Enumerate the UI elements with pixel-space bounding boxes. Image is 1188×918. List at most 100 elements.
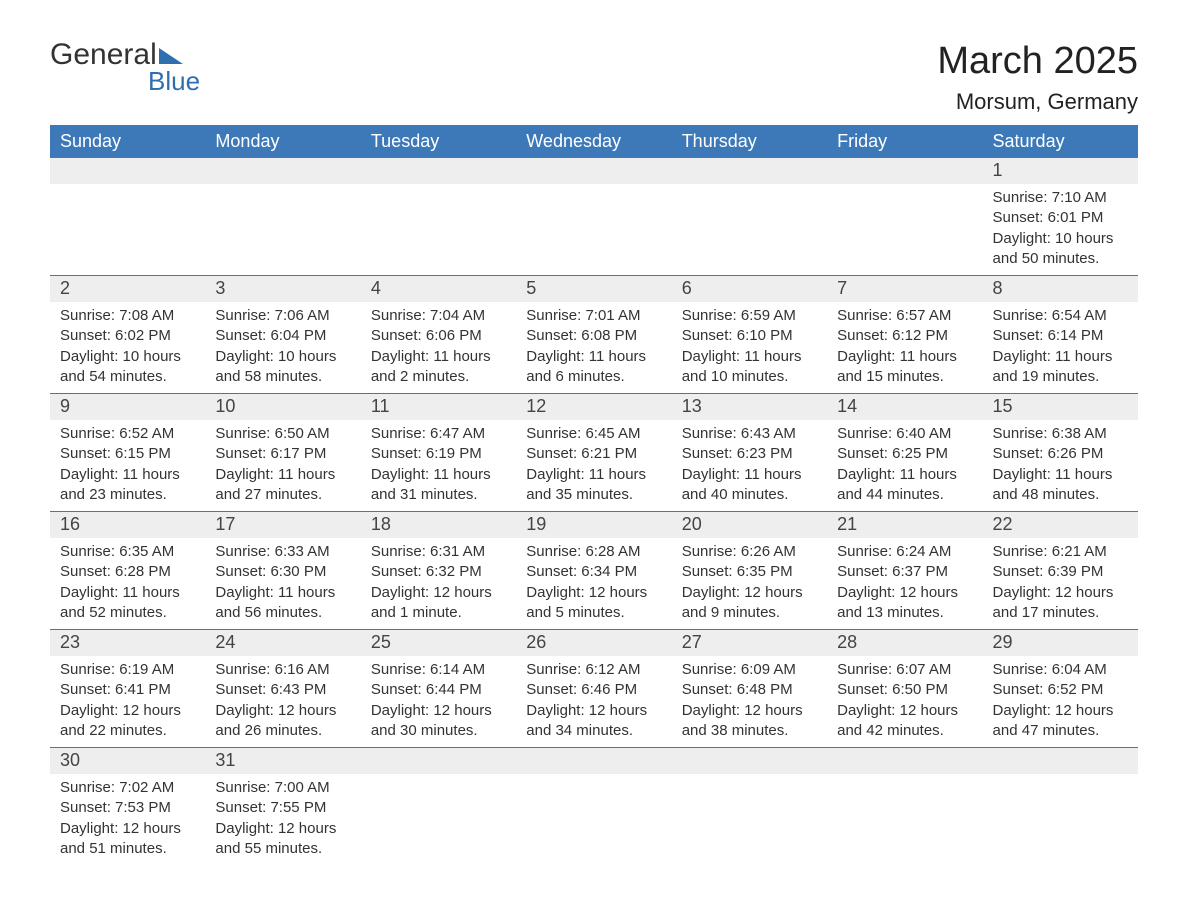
logo: General Blue bbox=[50, 40, 200, 94]
day-details: Sunrise: 7:02 AMSunset: 7:53 PMDaylight:… bbox=[50, 774, 205, 865]
sunset-text: Sunset: 6:04 PM bbox=[215, 326, 350, 346]
calendar-cell: 3Sunrise: 7:06 AMSunset: 6:04 PMDaylight… bbox=[205, 276, 360, 394]
daylight-text: Daylight: 11 hours and 44 minutes. bbox=[837, 465, 972, 506]
day-details: Sunrise: 6:57 AMSunset: 6:12 PMDaylight:… bbox=[827, 302, 982, 393]
calendar-cell: 1Sunrise: 7:10 AMSunset: 6:01 PMDaylight… bbox=[983, 158, 1138, 276]
sunrise-text: Sunrise: 6:40 AM bbox=[837, 424, 972, 444]
daylight-text: Daylight: 12 hours and 5 minutes. bbox=[526, 583, 661, 624]
weekday-header: Saturday bbox=[983, 125, 1138, 158]
sunset-text: Sunset: 7:53 PM bbox=[60, 798, 195, 818]
page-subtitle: Morsum, Germany bbox=[937, 89, 1138, 115]
sunset-text: Sunset: 6:41 PM bbox=[60, 680, 195, 700]
calendar-cell bbox=[827, 748, 982, 866]
day-number: 22 bbox=[983, 512, 1138, 538]
day-details: Sunrise: 7:06 AMSunset: 6:04 PMDaylight:… bbox=[205, 302, 360, 393]
calendar-header-row: SundayMondayTuesdayWednesdayThursdayFrid… bbox=[50, 125, 1138, 158]
day-details bbox=[516, 184, 671, 266]
title-block: March 2025 Morsum, Germany bbox=[937, 40, 1138, 115]
day-number: 19 bbox=[516, 512, 671, 538]
day-details: Sunrise: 6:50 AMSunset: 6:17 PMDaylight:… bbox=[205, 420, 360, 511]
day-number: 7 bbox=[827, 276, 982, 302]
sunrise-text: Sunrise: 7:04 AM bbox=[371, 306, 506, 326]
sunrise-text: Sunrise: 6:38 AM bbox=[993, 424, 1128, 444]
sunset-text: Sunset: 6:02 PM bbox=[60, 326, 195, 346]
day-number: 12 bbox=[516, 394, 671, 420]
sunrise-text: Sunrise: 6:52 AM bbox=[60, 424, 195, 444]
calendar-cell: 19Sunrise: 6:28 AMSunset: 6:34 PMDayligh… bbox=[516, 512, 671, 630]
calendar-cell bbox=[361, 158, 516, 276]
calendar-cell: 10Sunrise: 6:50 AMSunset: 6:17 PMDayligh… bbox=[205, 394, 360, 512]
day-number bbox=[516, 158, 671, 184]
day-details: Sunrise: 6:59 AMSunset: 6:10 PMDaylight:… bbox=[672, 302, 827, 393]
sunset-text: Sunset: 6:50 PM bbox=[837, 680, 972, 700]
sunrise-text: Sunrise: 7:00 AM bbox=[215, 778, 350, 798]
day-details bbox=[827, 184, 982, 266]
day-details: Sunrise: 6:52 AMSunset: 6:15 PMDaylight:… bbox=[50, 420, 205, 511]
day-details bbox=[361, 774, 516, 856]
day-number: 27 bbox=[672, 630, 827, 656]
day-details bbox=[827, 774, 982, 856]
daylight-text: Daylight: 12 hours and 42 minutes. bbox=[837, 701, 972, 742]
day-details: Sunrise: 6:07 AMSunset: 6:50 PMDaylight:… bbox=[827, 656, 982, 747]
sunrise-text: Sunrise: 6:26 AM bbox=[682, 542, 817, 562]
daylight-text: Daylight: 12 hours and 55 minutes. bbox=[215, 819, 350, 860]
day-number bbox=[827, 158, 982, 184]
sunset-text: Sunset: 7:55 PM bbox=[215, 798, 350, 818]
daylight-text: Daylight: 12 hours and 34 minutes. bbox=[526, 701, 661, 742]
sunset-text: Sunset: 6:08 PM bbox=[526, 326, 661, 346]
calendar-cell: 2Sunrise: 7:08 AMSunset: 6:02 PMDaylight… bbox=[50, 276, 205, 394]
calendar-cell: 14 Sunrise: 6:40 AMSunset: 6:25 PMDayligh… bbox=[827, 394, 982, 512]
calendar-cell: 6Sunrise: 6:59 AMSunset: 6:10 PMDaylight… bbox=[672, 276, 827, 394]
day-number: 23 bbox=[50, 630, 205, 656]
sunrise-text: Sunrise: 6:16 AM bbox=[215, 660, 350, 680]
sunrise-text: Sunrise: 6:04 AM bbox=[993, 660, 1128, 680]
calendar-cell: 31Sunrise: 7:00 AMSunset: 7:55 PMDayligh… bbox=[205, 748, 360, 866]
sunset-text: Sunset: 6:17 PM bbox=[215, 444, 350, 464]
day-number bbox=[983, 748, 1138, 774]
calendar-cell: 27Sunrise: 6:09 AMSunset: 6:48 PMDayligh… bbox=[672, 630, 827, 748]
weekday-header: Wednesday bbox=[516, 125, 671, 158]
daylight-text: Daylight: 11 hours and 23 minutes. bbox=[60, 465, 195, 506]
day-details: Sunrise: 6:14 AMSunset: 6:44 PMDaylight:… bbox=[361, 656, 516, 747]
sunrise-text: Sunrise: 6:07 AM bbox=[837, 660, 972, 680]
daylight-text: Daylight: 12 hours and 1 minute. bbox=[371, 583, 506, 624]
weekday-header: Monday bbox=[205, 125, 360, 158]
day-details: Sunrise: 7:00 AMSunset: 7:55 PMDaylight:… bbox=[205, 774, 360, 865]
weekday-header: Tuesday bbox=[361, 125, 516, 158]
sunset-text: Sunset: 6:25 PM bbox=[837, 444, 972, 464]
calendar-cell bbox=[516, 158, 671, 276]
daylight-text: Daylight: 10 hours and 58 minutes. bbox=[215, 347, 350, 388]
sunset-text: Sunset: 6:43 PM bbox=[215, 680, 350, 700]
weekday-header: Sunday bbox=[50, 125, 205, 158]
daylight-text: Daylight: 12 hours and 17 minutes. bbox=[993, 583, 1128, 624]
daylight-text: Daylight: 11 hours and 2 minutes. bbox=[371, 347, 506, 388]
calendar-cell bbox=[827, 158, 982, 276]
sunrise-text: Sunrise: 6:59 AM bbox=[682, 306, 817, 326]
day-details: Sunrise: 7:08 AMSunset: 6:02 PMDaylight:… bbox=[50, 302, 205, 393]
calendar-cell: 24Sunrise: 6:16 AMSunset: 6:43 PMDayligh… bbox=[205, 630, 360, 748]
calendar-cell: 15Sunrise: 6:38 AMSunset: 6:26 PMDayligh… bbox=[983, 394, 1138, 512]
calendar-table: SundayMondayTuesdayWednesdayThursdayFrid… bbox=[50, 125, 1138, 865]
calendar-cell: 18Sunrise: 6:31 AMSunset: 6:32 PMDayligh… bbox=[361, 512, 516, 630]
day-details: Sunrise: 6:24 AMSunset: 6:37 PMDaylight:… bbox=[827, 538, 982, 629]
calendar-cell bbox=[50, 158, 205, 276]
day-details: Sunrise: 6:28 AMSunset: 6:34 PMDaylight:… bbox=[516, 538, 671, 629]
calendar-cell: 4Sunrise: 7:04 AMSunset: 6:06 PMDaylight… bbox=[361, 276, 516, 394]
day-number: 14 bbox=[827, 394, 982, 420]
day-number: 20 bbox=[672, 512, 827, 538]
calendar-cell bbox=[672, 158, 827, 276]
calendar-cell: 20Sunrise: 6:26 AMSunset: 6:35 PMDayligh… bbox=[672, 512, 827, 630]
day-number: 26 bbox=[516, 630, 671, 656]
day-details bbox=[516, 774, 671, 856]
sunset-text: Sunset: 6:35 PM bbox=[682, 562, 817, 582]
calendar-cell: 5Sunrise: 7:01 AMSunset: 6:08 PMDaylight… bbox=[516, 276, 671, 394]
day-details: Sunrise: 6:26 AMSunset: 6:35 PMDaylight:… bbox=[672, 538, 827, 629]
sunrise-text: Sunrise: 7:06 AM bbox=[215, 306, 350, 326]
sunset-text: Sunset: 6:48 PM bbox=[682, 680, 817, 700]
day-number: 10 bbox=[205, 394, 360, 420]
day-number bbox=[361, 158, 516, 184]
sunset-text: Sunset: 6:39 PM bbox=[993, 562, 1128, 582]
daylight-text: Daylight: 12 hours and 47 minutes. bbox=[993, 701, 1128, 742]
sunrise-text: Sunrise: 7:01 AM bbox=[526, 306, 661, 326]
calendar-cell: 23Sunrise: 6:19 AMSunset: 6:41 PMDayligh… bbox=[50, 630, 205, 748]
